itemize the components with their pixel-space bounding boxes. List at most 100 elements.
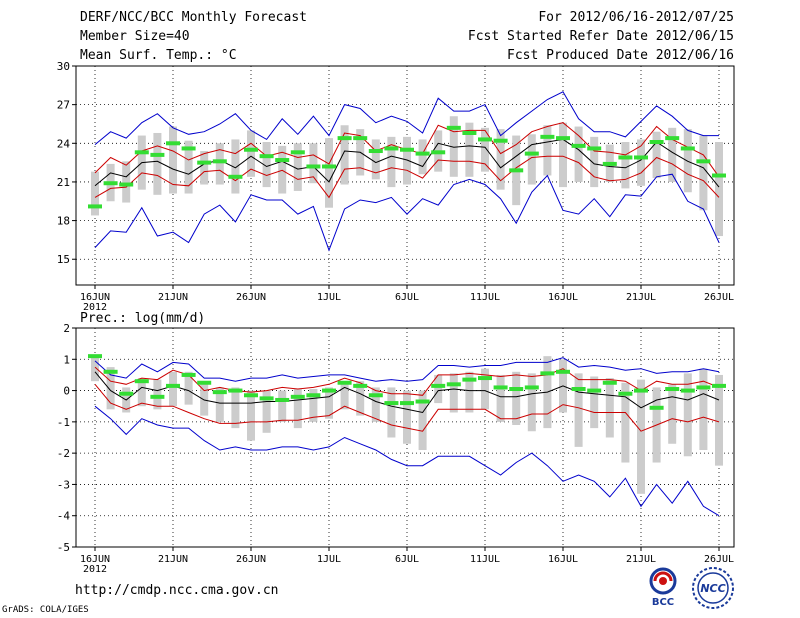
- prec-max-line: [94, 357, 720, 382]
- prec-xtick-label: 26JUL: [704, 554, 734, 565]
- temp-spread-box: [418, 139, 427, 175]
- prec-median-mark: [197, 380, 212, 385]
- temp-spread-box: [231, 139, 240, 194]
- prec-xtick-label: 26JUN: [236, 554, 266, 565]
- prec-spread-box: [137, 378, 146, 407]
- temp-median-mark: [680, 146, 695, 151]
- ncc-logo-icon: NCC: [692, 567, 734, 609]
- temp-lower-line: [94, 155, 720, 199]
- temp-median-mark: [431, 150, 446, 155]
- temp-xtick-label: 16JUN: [80, 292, 110, 303]
- prec-xtick-label: 6JUL: [395, 554, 419, 565]
- prec-spread-box: [590, 376, 599, 429]
- prec-spread-box: [683, 373, 692, 457]
- prec-ytick-label: 1: [63, 353, 70, 366]
- member-size-label: Member Size=40: [80, 29, 190, 44]
- prec-spread-box: [637, 379, 645, 494]
- prec-xtick-label: 16JUN: [80, 554, 110, 565]
- temp-median-mark: [259, 154, 274, 159]
- temp-median-mark: [275, 158, 290, 163]
- temp-spread-box: [309, 143, 318, 184]
- prec-median-mark: [275, 397, 290, 402]
- temp-spread-box: [340, 125, 349, 185]
- prec-spread-box: [621, 382, 630, 463]
- produced-date: Fcst Produced Date 2012/06/16: [507, 48, 734, 63]
- prec-median-mark: [462, 377, 477, 382]
- prec-median-mark: [540, 371, 555, 376]
- grads-credit: GrADS: COLA/IGES: [2, 605, 89, 615]
- prec-median-mark: [119, 391, 134, 396]
- prec-median-mark: [353, 383, 368, 388]
- prec-median-mark: [712, 383, 726, 388]
- prec-spread-box: [605, 378, 614, 438]
- temp-median-mark: [181, 146, 196, 151]
- prec-ytick-label: -3: [57, 478, 70, 491]
- temp-median-mark: [634, 155, 648, 160]
- prec-xtick-label: 16JUL: [548, 554, 578, 565]
- prec-spread-box: [387, 387, 396, 438]
- prec-frame: [75, 327, 735, 548]
- temp-median-mark: [649, 140, 664, 145]
- temp-median-mark: [306, 164, 321, 169]
- temp-spread-box: [215, 143, 224, 185]
- temp-median-mark: [556, 136, 570, 141]
- temp-median-mark: [602, 161, 617, 166]
- temp-frame: [75, 65, 735, 286]
- prec-spread-box: [434, 374, 443, 404]
- prec-ytick-label: -4: [57, 510, 71, 523]
- prec-median-mark: [228, 388, 243, 393]
- temp-spread-box: [200, 151, 209, 185]
- temp-spread-box: [621, 142, 630, 189]
- variable-label-temp: Mean Surf. Temp.: °C: [80, 48, 237, 63]
- prec-median-mark: [134, 379, 149, 384]
- temp-spread-box: [293, 143, 302, 191]
- prec-spread-box: [574, 373, 583, 447]
- chart-title: DERF/NCC/BCC Monthly Forecast: [80, 10, 307, 25]
- prec-median-mark: [680, 388, 695, 393]
- source-url[interactable]: http://cmdp.ncc.cma.gov.cn: [75, 583, 279, 598]
- prec-spread-box: [356, 381, 365, 416]
- temp-median-mark: [571, 143, 586, 148]
- prec-median-mark: [103, 369, 118, 374]
- temp-median-mark: [712, 173, 726, 178]
- temp-median-mark: [493, 138, 508, 143]
- prec-median-mark: [259, 396, 274, 401]
- temp-xtick-label: 16JUL: [548, 292, 578, 303]
- temp-median-mark: [400, 147, 414, 152]
- prec-spread-box: [527, 373, 536, 432]
- prec-spread-box: [403, 390, 411, 444]
- temp-ytick-label: 30: [57, 60, 70, 73]
- bcc-logo-text: BCC: [652, 597, 674, 608]
- prec-spread-box: [169, 371, 177, 407]
- temp-xtick-label: 6JUL: [395, 292, 419, 303]
- prec-median-mark: [602, 380, 617, 385]
- prec-xtick-label: 21JUN: [158, 554, 188, 565]
- prec-median-mark: [509, 387, 524, 392]
- temp-median-mark: [478, 137, 492, 142]
- forecast-period: For 2012/06/16-2012/07/25: [538, 10, 734, 25]
- temp-median-mark: [587, 146, 602, 151]
- prec-xtick-label: 21JUL: [626, 554, 656, 565]
- temp-spread-box: [247, 130, 255, 177]
- temp-spread-box: [574, 126, 583, 182]
- temp-median-mark: [322, 164, 336, 169]
- temp-spread-box: [527, 134, 536, 185]
- variable-label-prec: Prec.: log(mm/d): [80, 311, 205, 326]
- temp-spread-box: [122, 161, 131, 203]
- temp-xtick-label: 21JUN: [158, 292, 188, 303]
- temp-median-mark: [353, 136, 368, 141]
- temp-spread-box: [387, 136, 396, 188]
- prec-median-mark: [415, 399, 430, 404]
- prec-spread-box: [309, 389, 318, 422]
- temp-median-mark: [134, 150, 149, 155]
- prec-spread-box: [668, 384, 677, 444]
- prec-min-line: [94, 405, 720, 517]
- prec-median-mark: [634, 388, 648, 393]
- prec-ytick-label: 0: [63, 385, 70, 398]
- prec-spread-box: [293, 389, 302, 429]
- prec-median-mark: [306, 393, 321, 398]
- temp-median-mark: [446, 125, 461, 130]
- prec-median-mark: [556, 369, 570, 374]
- temp-median-mark: [665, 136, 680, 141]
